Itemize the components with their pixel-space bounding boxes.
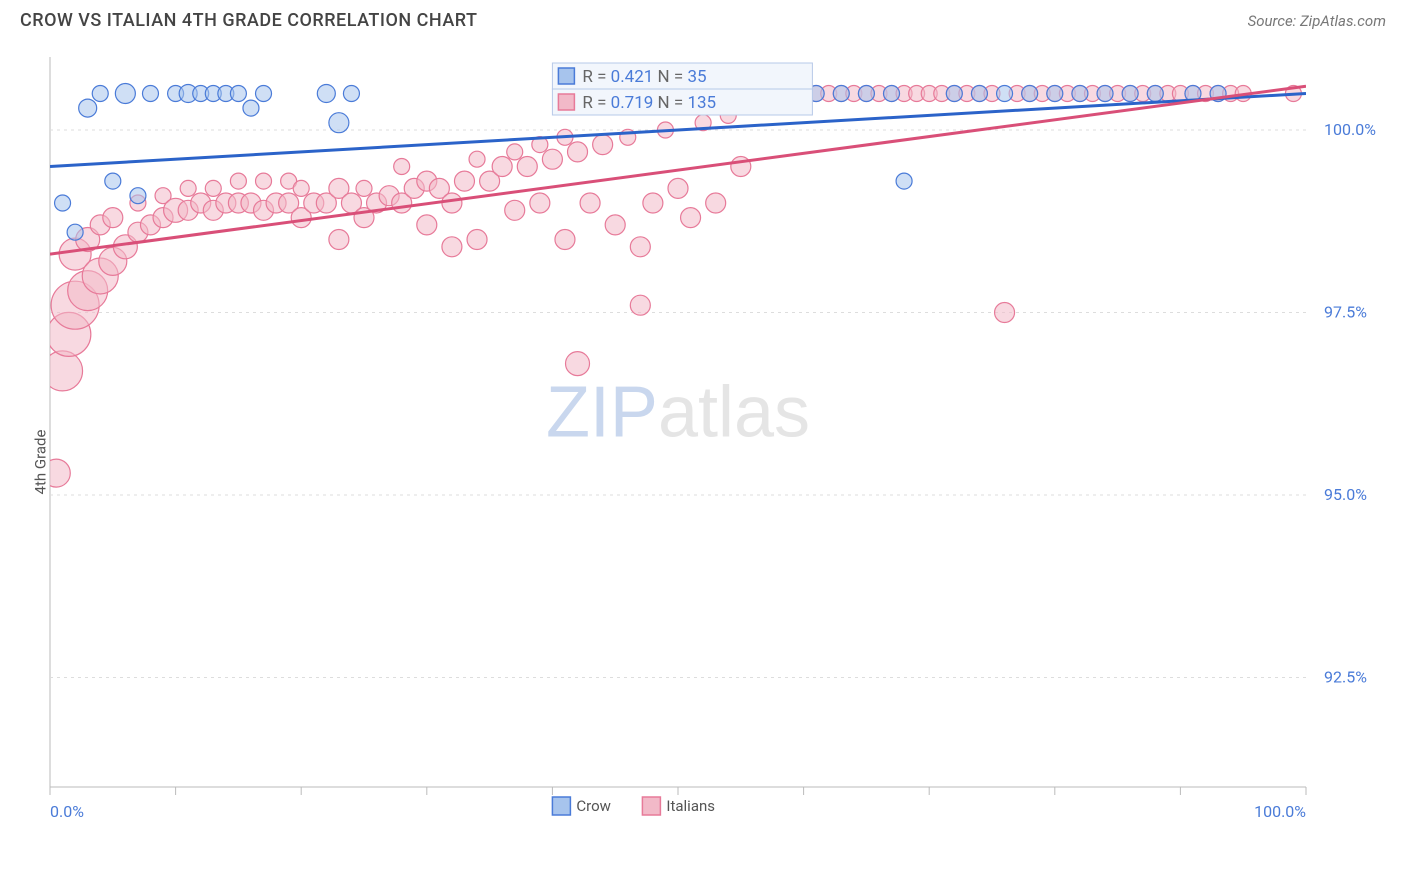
data-point [566,352,590,376]
data-point [1122,86,1138,102]
source-label: Source: ZipAtlas.com [1248,12,1386,30]
data-point [605,215,625,235]
data-point [67,224,83,240]
data-point [568,142,588,162]
stats-text: R = 0.421 N = 35 [582,67,706,87]
y-tick-label: 92.5% [1324,668,1367,687]
legend-swatch [558,68,574,84]
data-point [394,159,410,175]
data-point [103,208,123,228]
data-point [555,230,575,250]
data-point [1022,86,1038,102]
data-point [1097,86,1113,102]
stats-text: R = 0.719 N = 135 [582,93,716,113]
data-point [115,84,135,104]
x-tick-label: 100.0% [1254,802,1306,821]
data-point [329,113,349,133]
data-point [454,171,474,191]
data-point [580,193,600,213]
data-point [997,86,1013,102]
data-point [329,230,349,250]
y-tick-label: 97.5% [1324,303,1367,322]
data-point [530,193,550,213]
data-point [92,86,108,102]
data-point [896,173,912,189]
data-point [995,303,1015,323]
data-point [833,86,849,102]
data-point [884,86,900,102]
data-point [79,99,97,117]
data-point [230,173,246,189]
y-tick-label: 100.0% [1324,120,1376,139]
data-point [593,135,613,155]
data-point [442,237,462,257]
data-point [858,86,874,102]
data-point [469,151,485,167]
data-point [356,180,372,196]
data-point [343,86,359,102]
x-tick-label: 0.0% [50,802,84,821]
data-point [230,86,246,102]
data-point [1147,86,1163,102]
data-point [130,188,146,204]
data-point [946,86,962,102]
data-point [681,208,701,228]
data-point [492,157,512,177]
data-point [180,180,196,196]
data-point [256,173,272,189]
data-point [317,85,335,103]
data-point [630,237,650,257]
legend-swatch [558,94,574,110]
data-point [1047,86,1063,102]
data-point [205,180,221,196]
legend-swatch [642,797,660,815]
watermark: ZIPatlas [546,373,810,453]
data-point [971,86,987,102]
data-point [293,180,309,196]
legend-label: Italians [666,797,715,815]
data-point [1072,86,1088,102]
data-point [43,351,83,391]
data-point [630,295,650,315]
data-point [643,193,663,213]
data-point [507,144,523,160]
data-point [243,100,259,116]
data-point [442,193,462,213]
legend-swatch [552,797,570,815]
legend-label: Crow [576,797,611,815]
data-point [668,178,688,198]
chart-title: CROW VS ITALIAN 4TH GRADE CORRELATION CH… [20,10,477,31]
data-point [542,149,562,169]
data-point [55,195,71,211]
data-point [706,193,726,213]
data-point [517,157,537,177]
y-axis-label: 4th Grade [31,430,49,495]
data-point [467,230,487,250]
data-point [142,86,158,102]
data-point [505,200,525,220]
data-point [256,86,272,102]
data-point [105,173,121,189]
correlation-chart: 92.5% 95.0% 97.5% 100.0% 0.0% 100.0% ZIPatlas R… [0,37,1406,847]
data-point [417,215,437,235]
y-tick-label: 95.0% [1324,485,1367,504]
